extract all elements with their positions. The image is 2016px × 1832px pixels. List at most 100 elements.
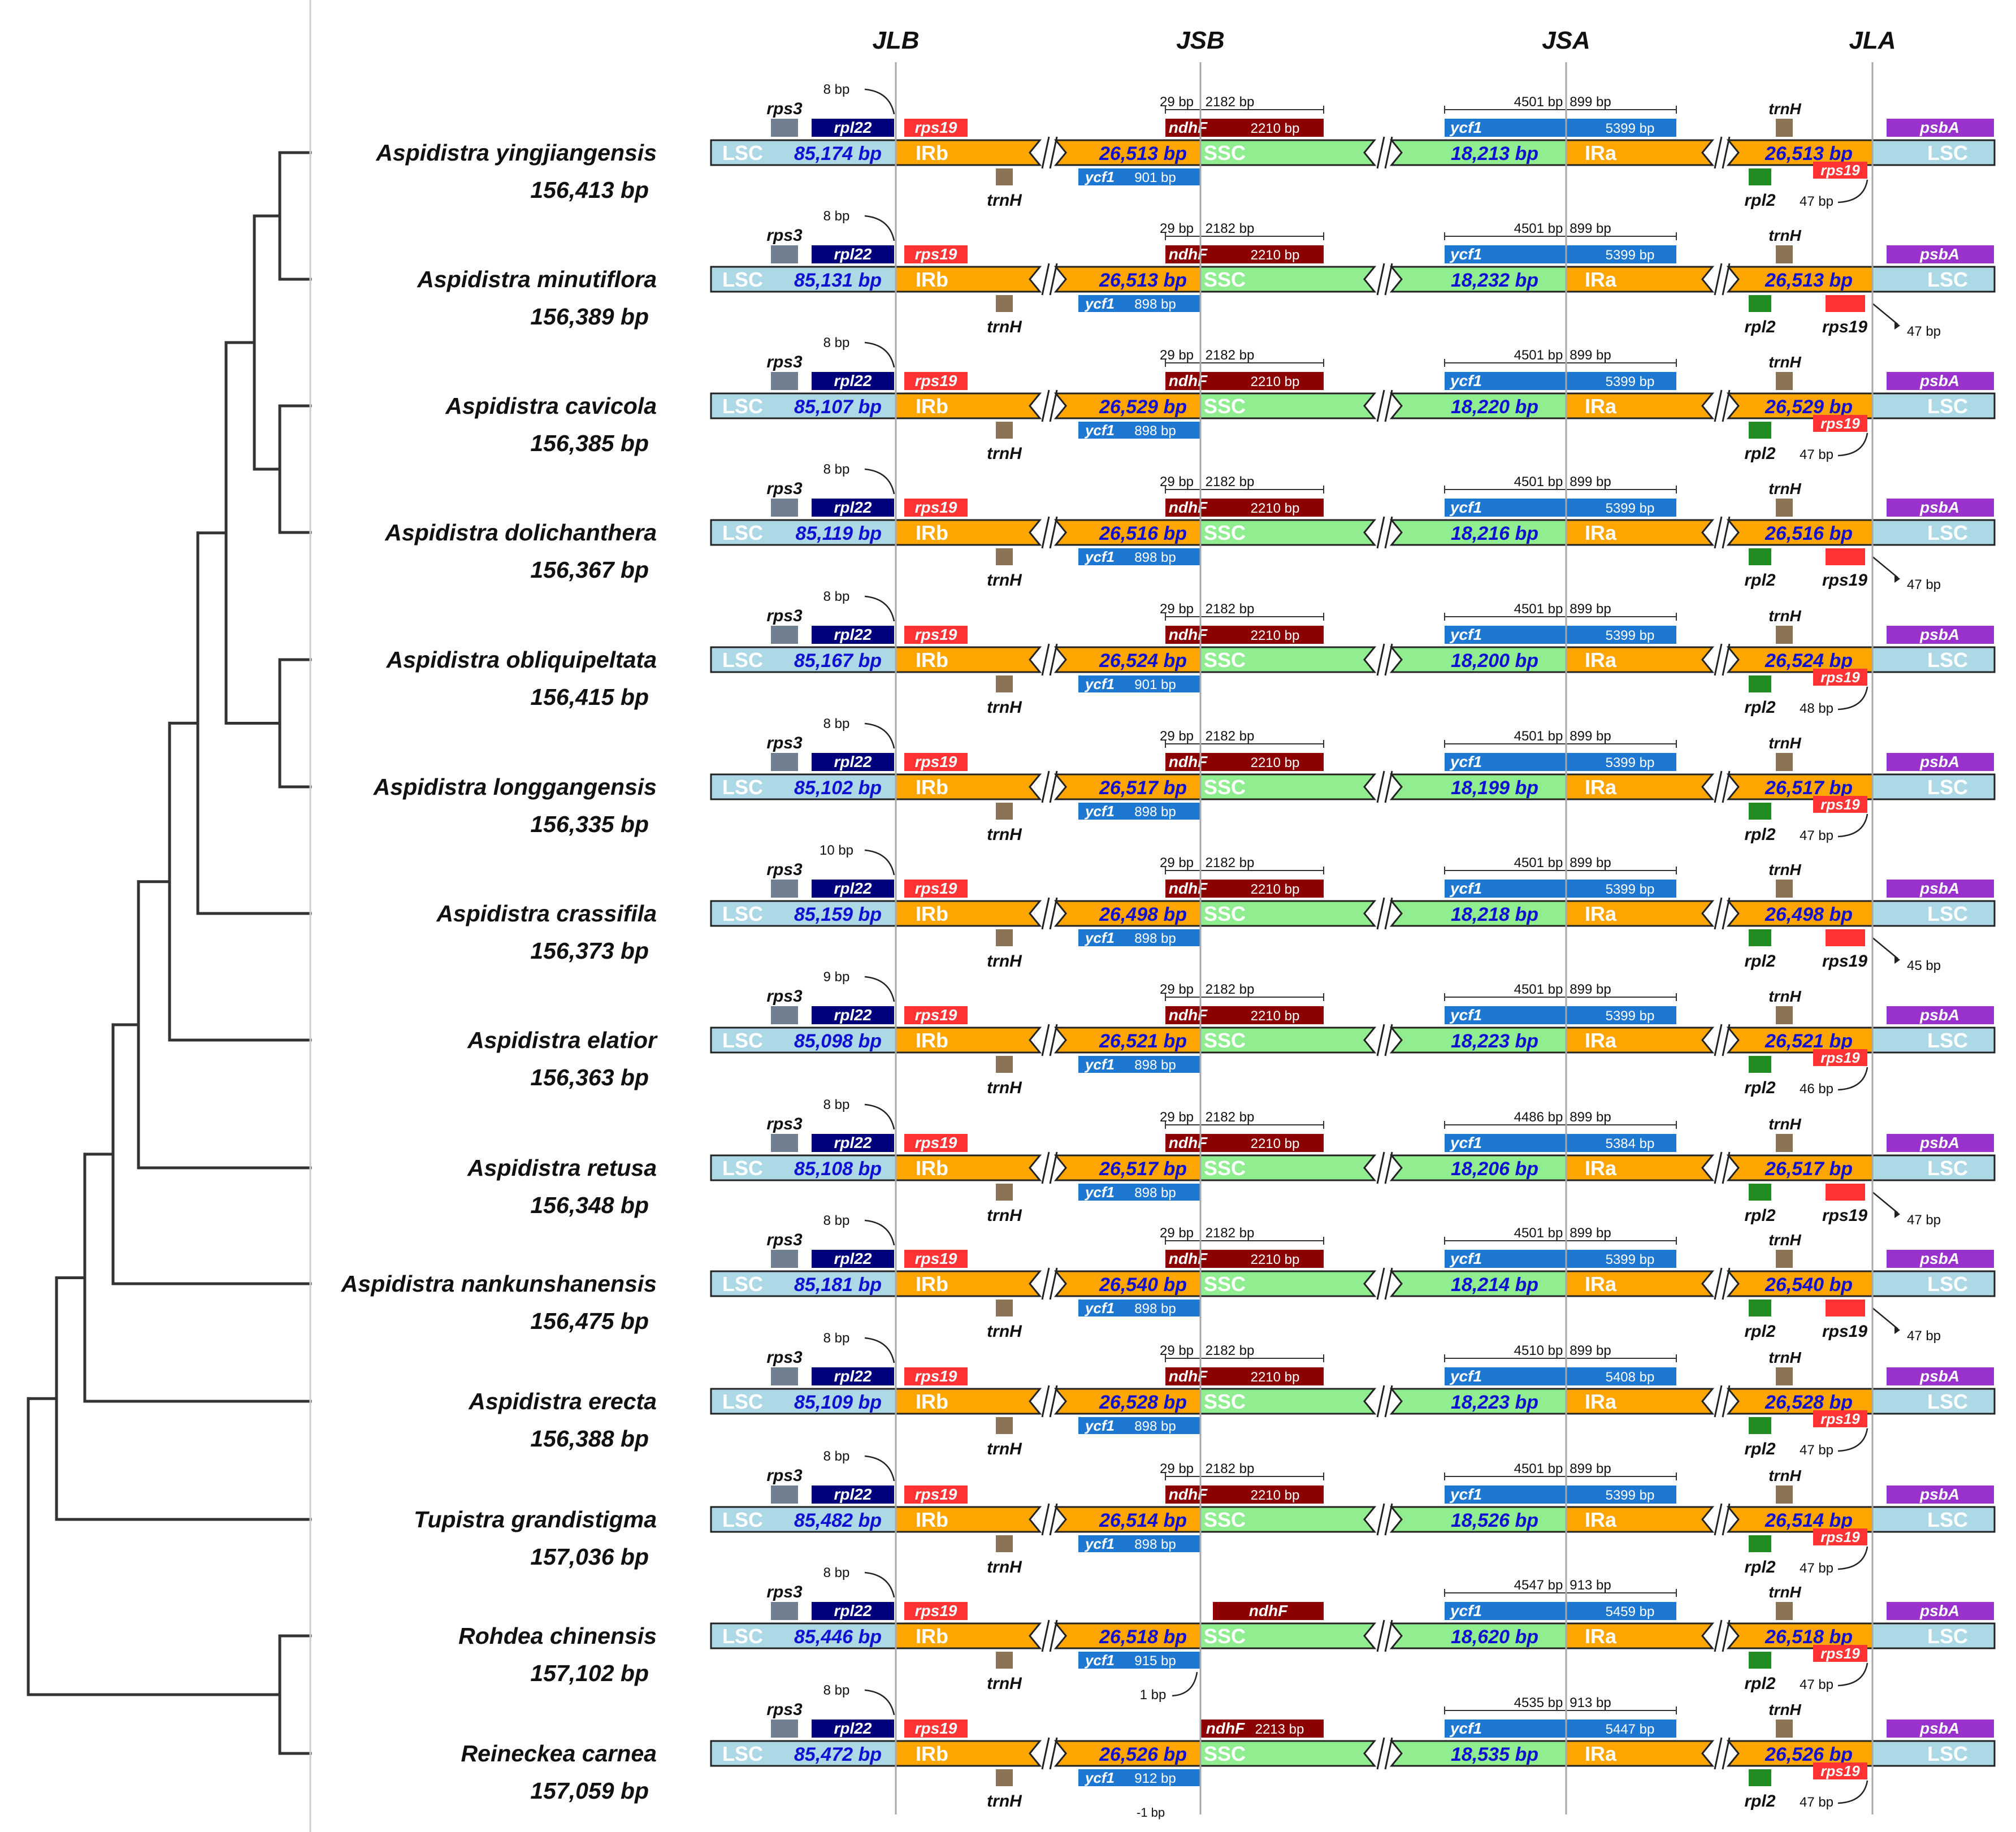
irb-label: IRb: [916, 1625, 948, 1648]
ycf1-gene: [1445, 880, 1676, 898]
irb-segment-2: [1053, 519, 1202, 546]
rpl22-gap: 8 bp: [823, 1213, 850, 1228]
lsc-segment-right: [1871, 773, 1996, 800]
lsc-segment-right: [1871, 519, 1996, 546]
rpl2-label: rpl2: [1744, 698, 1775, 717]
break-mark: [1049, 643, 1058, 676]
rps19-gene: [904, 1134, 968, 1152]
rps19-gene: [904, 753, 968, 771]
rpl22-gap: 9 bp: [823, 969, 850, 985]
rpl22-gene: [812, 372, 894, 390]
lsc-label-right: LSC: [1927, 902, 1968, 925]
break-mark: [1722, 1619, 1731, 1652]
ndhf-gene: [1165, 245, 1324, 263]
break-mark: [1714, 1267, 1723, 1300]
ssc-segment-2: [1389, 773, 1567, 800]
ssc-segment-2: [1389, 900, 1567, 927]
ira-segment-2: [1726, 1740, 1874, 1767]
psba-gene: [1887, 1485, 1994, 1504]
lsc-segment: [710, 773, 897, 800]
rpl22-gene: [812, 1367, 894, 1385]
ssc-length: 18,200 bp: [1451, 650, 1538, 672]
ycf1-fragment: [1078, 548, 1200, 565]
ssc-segment-2: [1389, 1622, 1567, 1649]
break-mark: [1041, 1024, 1050, 1056]
trnh-label: trnH: [987, 1792, 1022, 1811]
rpl22-label: rpl22: [834, 1006, 872, 1024]
irb-length: 26,524 bp: [1099, 650, 1187, 672]
gap-arrow: [864, 1337, 895, 1363]
ycf1-right-length: 899 bp: [1570, 729, 1611, 744]
psba-gene: [1887, 753, 1994, 771]
ndhf-right-length: 2182 bp: [1206, 601, 1255, 617]
ira-label: IRa: [1585, 1029, 1617, 1052]
rpl2-gene: [1749, 1184, 1771, 1201]
rps19-label-jla: rps19: [1820, 669, 1860, 686]
rpl2-label: rpl2: [1744, 1558, 1775, 1577]
ira-label: IRa: [1585, 776, 1617, 799]
rpl22-label: rpl22: [834, 880, 872, 897]
genome-length: 157,036 bp: [530, 1544, 649, 1570]
break-mark: [1714, 1503, 1723, 1536]
irb-label: IRb: [916, 776, 948, 799]
ycf1-gene: [1445, 1485, 1676, 1504]
break-mark: [1376, 770, 1385, 803]
gap-arrow: [864, 722, 895, 749]
trnh-gene: [996, 1769, 1013, 1786]
rps3-label: rps3: [766, 607, 803, 625]
rps3-label: rps3: [766, 1700, 803, 1719]
ycf1-gene: [1445, 753, 1676, 771]
rps19-jla-arrow: [1871, 556, 1898, 578]
trnh-label: trnH: [987, 1558, 1022, 1577]
genome-length: 156,413 bp: [530, 177, 649, 203]
ndhf-label: ndhF: [1206, 1720, 1245, 1737]
lsc-length: 85,107 bp: [794, 396, 882, 418]
break-mark: [1722, 1737, 1731, 1770]
ndhf-left-length: 29 bp: [1160, 348, 1194, 363]
ira-label: IRa: [1585, 1625, 1617, 1648]
irb-label: IRb: [916, 648, 948, 672]
rps19-jla-arrow: [1837, 1067, 1868, 1091]
break-mark: [1722, 1151, 1731, 1184]
lsc-segment: [710, 646, 897, 673]
ycf1-fragment: [1078, 295, 1200, 312]
lsc-label-right: LSC: [1927, 1029, 1968, 1052]
ssc-segment-2: [1389, 266, 1567, 293]
ndhf-label: ndhF: [1169, 1250, 1208, 1267]
irb-label: IRb: [916, 521, 948, 544]
rps19-jla-arrow: [1837, 686, 1868, 711]
ycf1-jsb-length: 898 bp: [1134, 423, 1176, 439]
ssc-length: 18,199 bp: [1451, 777, 1538, 799]
break-mark: [1049, 1385, 1058, 1418]
break-mark: [1384, 897, 1393, 930]
rps19-gene: [904, 1720, 968, 1738]
psba-gene: [1887, 1250, 1994, 1268]
rps19-label-jla: rps19: [1822, 318, 1867, 336]
rpl2-label: rpl2: [1744, 1079, 1775, 1097]
ycf1-length: 5399 bp: [1606, 882, 1655, 897]
rps19-label-jla: rps19: [1820, 796, 1860, 813]
species-name: Rohdea chinensis: [458, 1623, 657, 1649]
rpl2-label: rpl2: [1744, 1440, 1775, 1458]
rps3-label: rps3: [766, 1466, 803, 1485]
ndhf-gene: [1165, 1367, 1324, 1385]
ssc-label: SSC: [1204, 1390, 1246, 1413]
trnh-gene: [996, 1184, 1013, 1201]
lsc-label: LSC: [722, 1508, 763, 1531]
ira-segment-2: [1726, 392, 1874, 419]
ycf1-gene: [1445, 1602, 1676, 1620]
gap-arrow: [864, 976, 895, 1002]
break-mark: [1041, 1737, 1050, 1770]
ycf1-left-length: 4501 bp: [1514, 855, 1563, 870]
break-mark: [1384, 136, 1393, 169]
ndhf-gene: [1165, 499, 1324, 517]
rps19-gene-jla: [1826, 929, 1865, 946]
ssc-length: 18,223 bp: [1451, 1392, 1538, 1413]
psba-gene: [1887, 1720, 1994, 1738]
ira-length: 26,518 bp: [1764, 1626, 1853, 1648]
break-mark: [1722, 263, 1731, 296]
break-mark: [1041, 1385, 1050, 1418]
ndhf-label: ndhF: [1169, 1485, 1208, 1503]
ndhf-gene: [1165, 372, 1324, 390]
